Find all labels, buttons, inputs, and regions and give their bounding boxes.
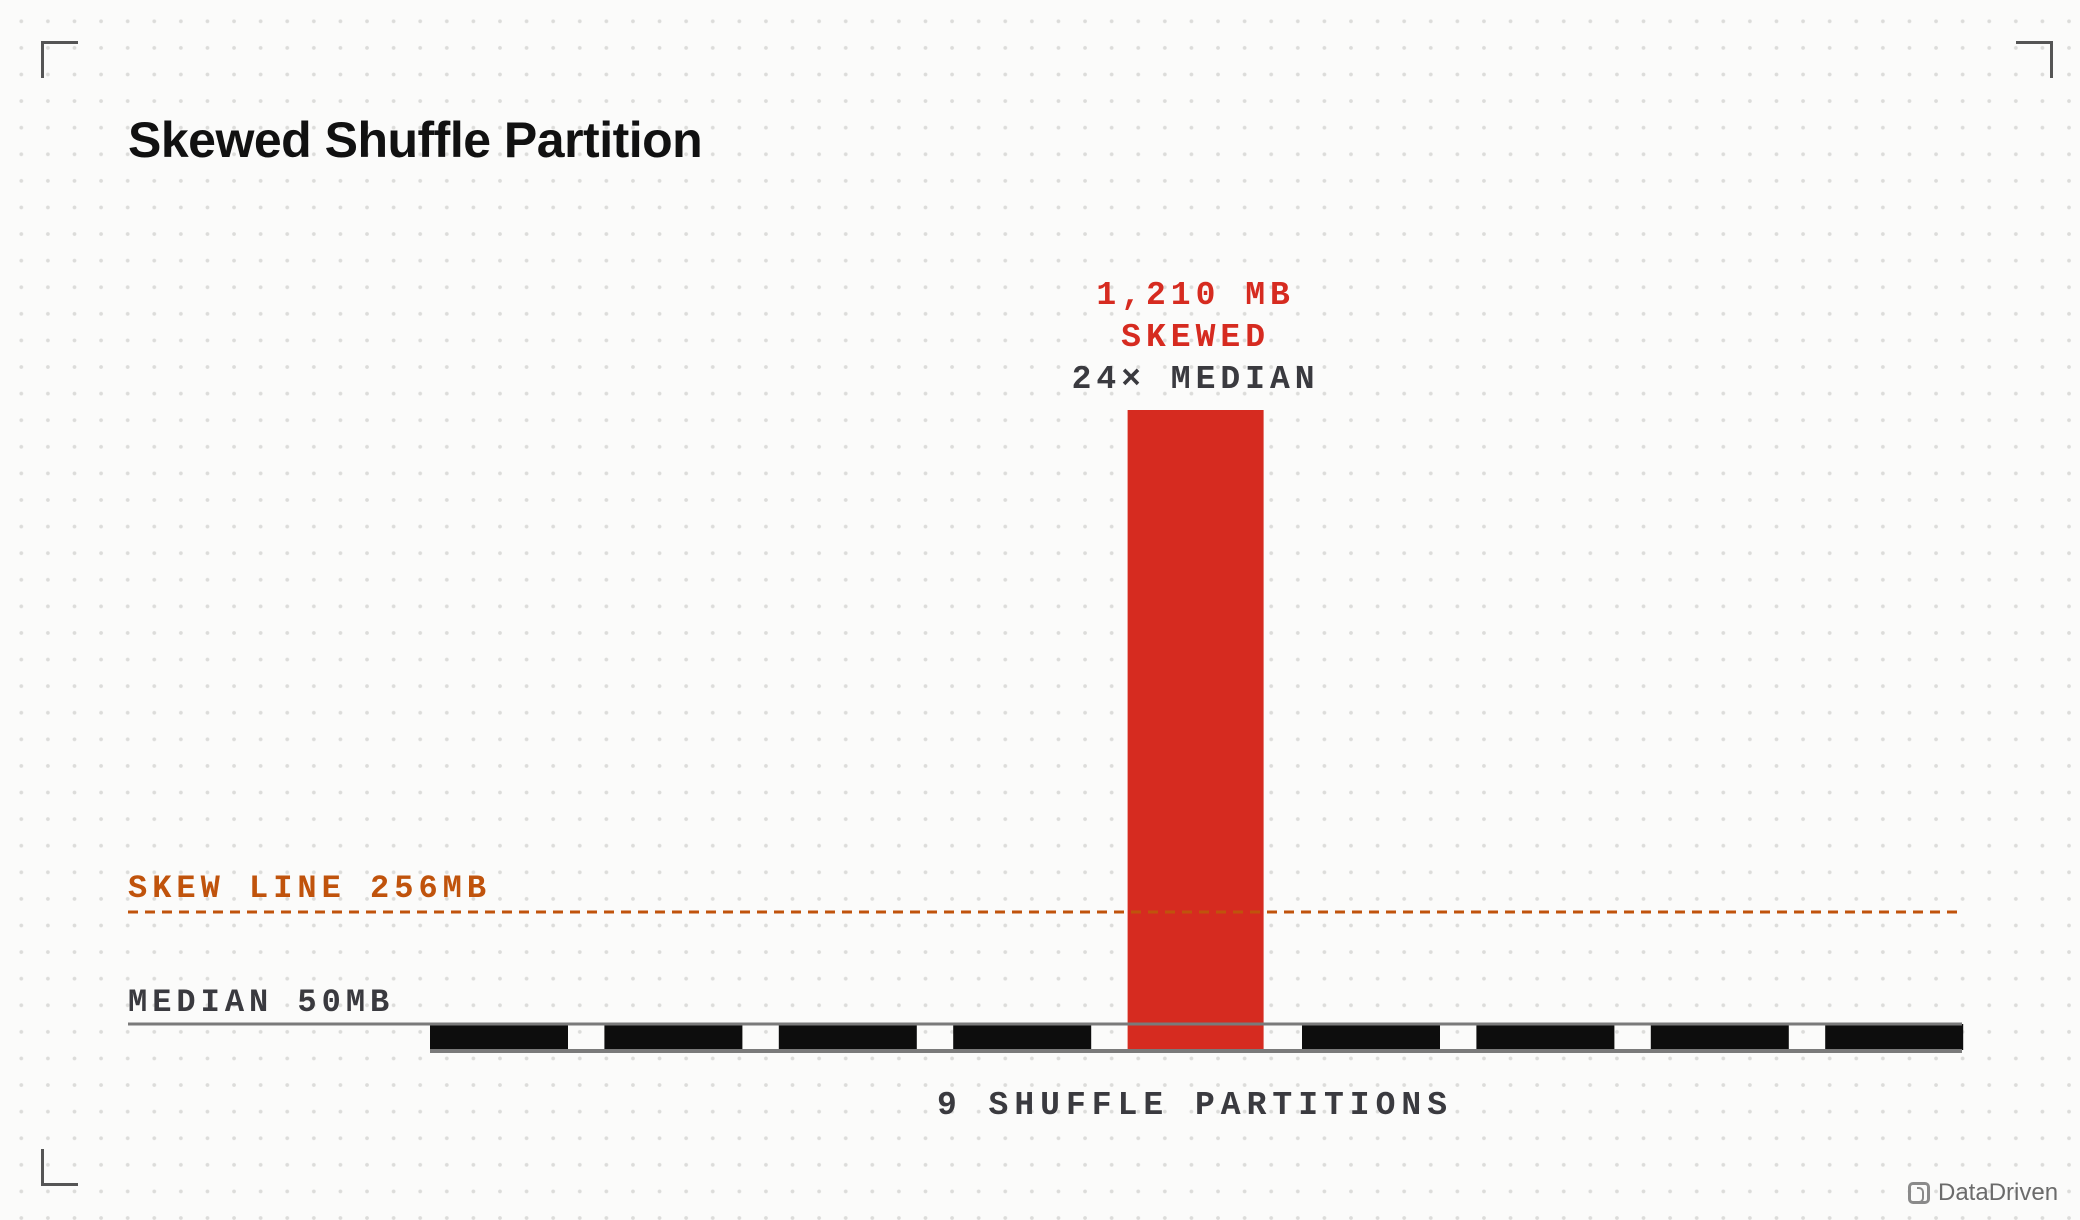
partition-bar	[430, 1024, 568, 1050]
datadriven-logo-icon	[1908, 1182, 1930, 1204]
skewed-status-label: SKEWED	[1121, 319, 1270, 356]
partition-bar	[1825, 1024, 1964, 1050]
partition-bar	[1302, 1024, 1440, 1050]
corner-mark-top-left	[41, 41, 78, 78]
skewed-value-label: 1,210 MB	[1096, 277, 1294, 314]
partition-bar	[778, 1024, 917, 1050]
x-axis-label: 9 SHUFFLE PARTITIONS	[937, 1087, 1453, 1124]
skew-line-label: SKEW LINE 256MB	[128, 870, 491, 907]
chart-title: Skewed Shuffle Partition	[128, 112, 703, 168]
partition-bar	[604, 1024, 743, 1050]
brand-watermark: DataDriven	[1908, 1178, 2058, 1208]
skew-ratio-label: 24× MEDIAN	[1072, 361, 1320, 398]
partition-bar	[1476, 1024, 1615, 1050]
corner-mark-bottom-left	[41, 1149, 78, 1186]
brand-name: DataDriven	[1938, 1179, 2059, 1206]
partition-bar	[953, 1024, 1092, 1050]
partition-bar	[1650, 1024, 1789, 1050]
corner-mark-top-right	[2016, 41, 2053, 78]
skewed-partition-bar	[1127, 410, 1264, 1050]
median-line-label: MEDIAN 50MB	[128, 984, 394, 1021]
